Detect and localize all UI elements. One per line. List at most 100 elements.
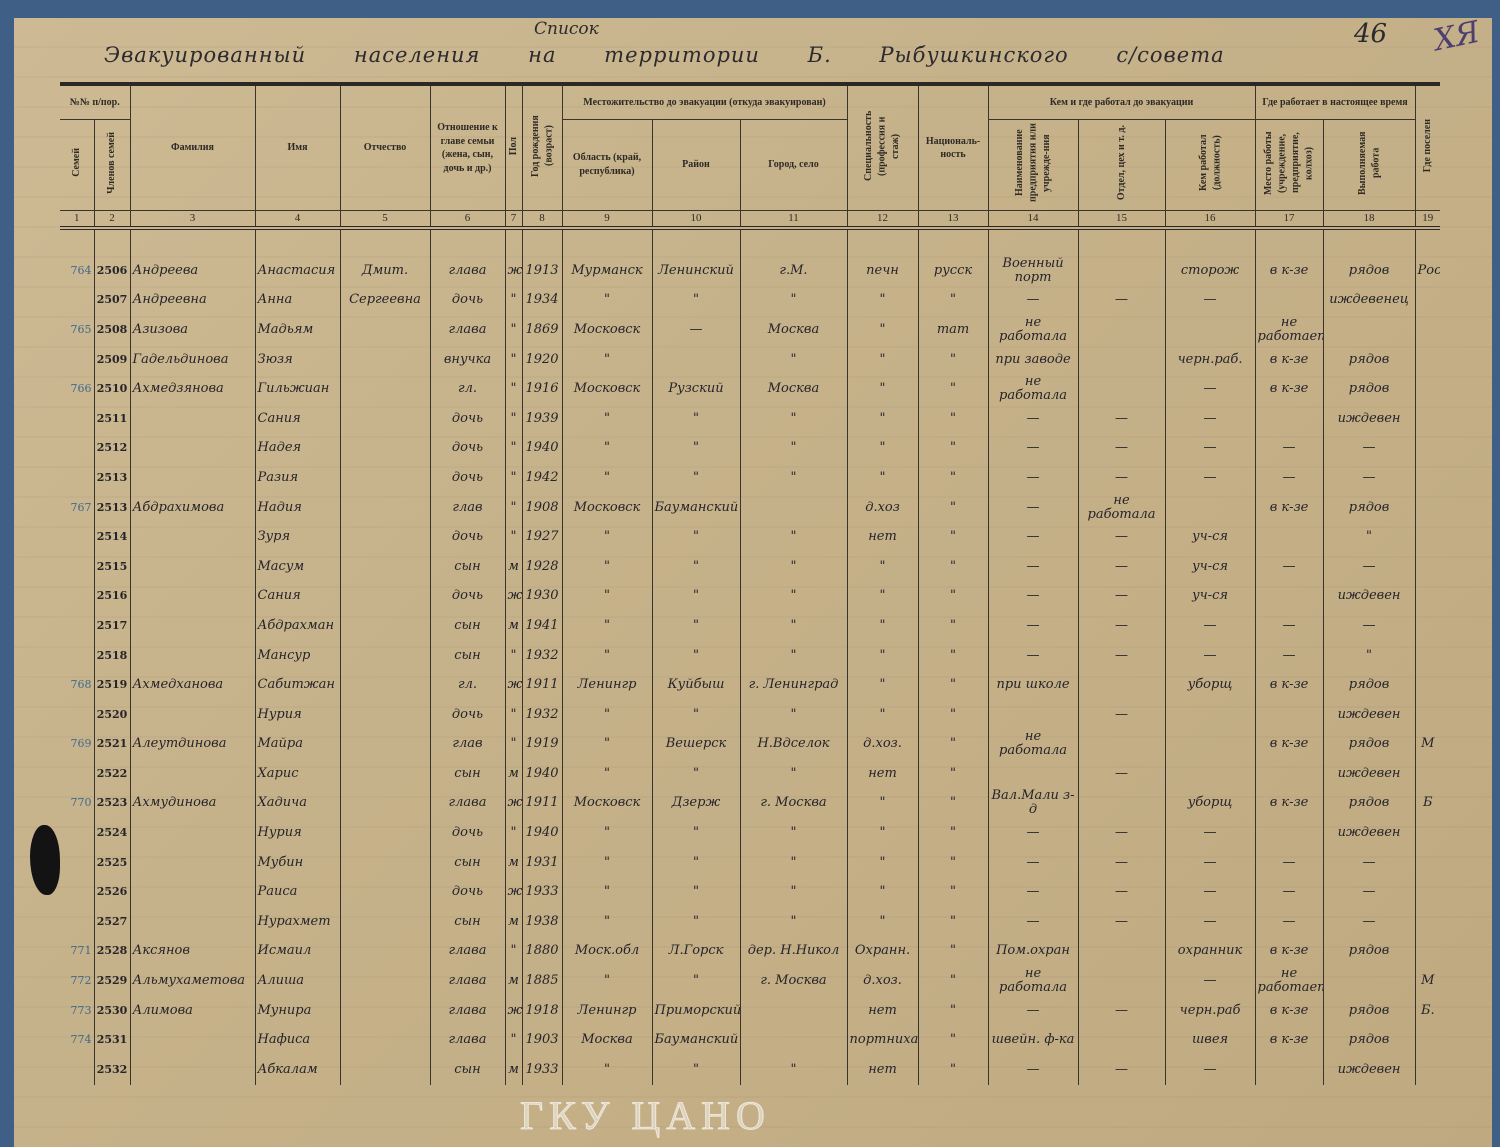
cell-sex: м bbox=[504, 907, 522, 937]
cell-nationality: " bbox=[917, 285, 989, 316]
cell-family-number: 769 bbox=[70, 737, 92, 751]
cell-position: уч-ся bbox=[1164, 551, 1256, 582]
cell-surname: Ахмедзянова bbox=[129, 374, 255, 404]
cell-settlement bbox=[1414, 699, 1441, 730]
cell-current-workplace bbox=[1254, 403, 1324, 434]
table-row: 771 2528 Аксянов Исмаил глава " 1880 Моск.обл Л.… bbox=[60, 936, 1441, 967]
cell-surname bbox=[129, 522, 255, 552]
cell-city: г. Москва bbox=[739, 966, 848, 996]
cell-nationality: " bbox=[917, 463, 989, 493]
cell-current-job: " bbox=[1322, 522, 1416, 552]
register-table: №№ п/пор. Фамилия Имя Отчество Отношение… bbox=[60, 82, 1441, 1085]
cell-current-workplace bbox=[1254, 522, 1324, 552]
cell-specialty: нет bbox=[846, 759, 919, 789]
cell-enterprise: — bbox=[987, 581, 1079, 612]
cell-first-name: Раиса bbox=[254, 877, 340, 908]
cell-member-number: 2527 bbox=[93, 907, 130, 937]
cell-enterprise bbox=[987, 759, 1079, 789]
cell-district: " bbox=[651, 877, 740, 908]
cell-sex: " bbox=[504, 729, 522, 760]
cell-settlement bbox=[1414, 1025, 1441, 1056]
cell-current-job: рядов bbox=[1322, 936, 1416, 967]
cell-sex: " bbox=[504, 1025, 522, 1056]
cell-region: " bbox=[561, 759, 652, 789]
cell-surname: Алеутдинова bbox=[129, 729, 255, 760]
cell-first-name: Анастасия bbox=[254, 256, 340, 286]
cell-department: — bbox=[1077, 877, 1166, 908]
cell-surname: Альмухаметова bbox=[129, 966, 255, 996]
cell-relation: сын bbox=[429, 611, 505, 641]
cell-position: — bbox=[1164, 847, 1256, 878]
header-prior-work-group: Кем и где работал до эвакуации bbox=[987, 82, 1256, 120]
spacer-cell bbox=[339, 228, 430, 256]
cell-enterprise: — bbox=[987, 403, 1079, 434]
cell-member-number: 2516 bbox=[93, 581, 130, 612]
spacer-cell bbox=[917, 228, 989, 256]
cell-birth-year: 1869 bbox=[521, 315, 562, 345]
cell-birth-year: 1933 bbox=[521, 877, 562, 908]
cell-settlement bbox=[1414, 1055, 1441, 1085]
spacer-cell bbox=[129, 228, 255, 256]
cell-specialty: портниха bbox=[846, 1025, 919, 1056]
cell-settlement bbox=[1414, 936, 1441, 967]
cell-current-job: рядов bbox=[1322, 995, 1416, 1026]
cell-first-name: Зюзя bbox=[254, 344, 340, 375]
header-current-place: Место работы (учреждение, предприятие, к… bbox=[1263, 130, 1315, 195]
column-number: 5 bbox=[339, 210, 430, 230]
cell-first-name: Нурахмет bbox=[254, 907, 340, 937]
cell-district: " bbox=[651, 907, 740, 937]
spacer-cell bbox=[1322, 228, 1416, 256]
cell-nationality: " bbox=[917, 907, 989, 937]
cell-member-number: 2519 bbox=[93, 670, 130, 700]
column-number: 16 bbox=[1164, 210, 1256, 230]
cell-current-workplace: не работает bbox=[1254, 315, 1324, 345]
spacer-cell bbox=[93, 228, 130, 256]
cell-relation: глав bbox=[429, 492, 505, 523]
cell-surname bbox=[129, 847, 255, 878]
cell-current-workplace: в к-зе bbox=[1254, 374, 1324, 404]
cell-position: — bbox=[1164, 611, 1256, 641]
cell-surname: Андреева bbox=[129, 256, 255, 286]
cell-birth-year: 1920 bbox=[521, 344, 562, 375]
cell-patronymic: Дмит. bbox=[339, 256, 430, 286]
cell-patronymic bbox=[339, 759, 430, 789]
cell-district: " bbox=[651, 433, 740, 464]
cell-birth-year: 1940 bbox=[521, 433, 562, 464]
cell-relation: сын bbox=[429, 847, 505, 878]
cell-settlement bbox=[1414, 315, 1441, 345]
cell-sex: м bbox=[504, 611, 522, 641]
cell-region: " bbox=[561, 344, 652, 375]
cell-nationality: " bbox=[917, 1025, 989, 1056]
cell-position: уч-ся bbox=[1164, 522, 1256, 552]
cell-district: Приморский bbox=[651, 995, 740, 1026]
cell-region: " bbox=[561, 729, 652, 760]
cell-region: " bbox=[561, 581, 652, 612]
cell-position bbox=[1164, 729, 1256, 760]
cell-current-workplace: в к-зе bbox=[1254, 788, 1324, 819]
cell-department: — bbox=[1077, 403, 1166, 434]
table-row: 2507 Андреевна Анна Сергеевна дочь " 1934 " " " " "… bbox=[60, 285, 1441, 316]
header-name: Имя bbox=[254, 82, 340, 211]
cell-enterprise: не работала bbox=[987, 729, 1079, 760]
cell-department bbox=[1077, 936, 1166, 967]
spacer-cell bbox=[739, 228, 848, 256]
cell-family-number bbox=[60, 522, 94, 552]
cell-current-job: " bbox=[1322, 640, 1416, 671]
cell-sex: м bbox=[504, 759, 522, 789]
column-number: 15 bbox=[1077, 210, 1166, 230]
cell-first-name: Анна bbox=[254, 285, 340, 316]
cell-district bbox=[651, 344, 740, 375]
cell-position: черн.раб. bbox=[1164, 344, 1256, 375]
cell-nationality: " bbox=[917, 611, 989, 641]
cell-enterprise: Пом.охран bbox=[987, 936, 1079, 967]
cell-birth-year: 1913 bbox=[521, 256, 562, 286]
cell-relation: глав bbox=[429, 729, 505, 760]
cell-current-job: иждевенец bbox=[1322, 285, 1416, 316]
cell-member-number: 2509 bbox=[93, 344, 130, 375]
cell-member-number: 2531 bbox=[93, 1025, 130, 1056]
cell-current-workplace: — bbox=[1254, 551, 1324, 582]
cell-department: — bbox=[1077, 463, 1166, 493]
cell-settlement bbox=[1414, 551, 1441, 582]
cell-current-job: — bbox=[1322, 611, 1416, 641]
cell-specialty: " bbox=[846, 551, 919, 582]
